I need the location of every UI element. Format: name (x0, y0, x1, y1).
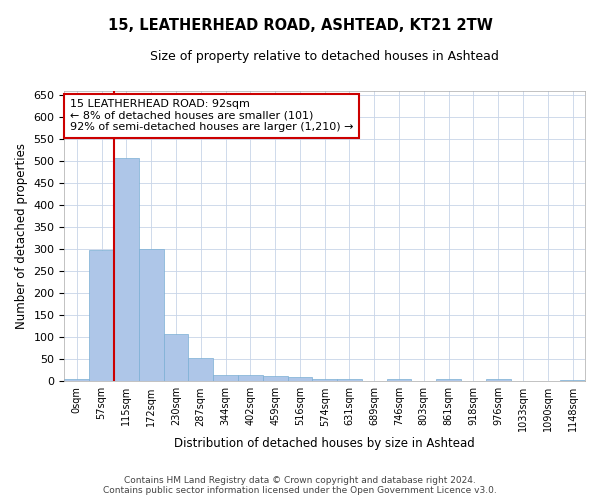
Bar (337, 379, 362, 382)
Text: 15, LEATHERHEAD ROAD, ASHTEAD, KT21 2TW: 15, LEATHERHEAD ROAD, ASHTEAD, KT21 2TW (107, 18, 493, 32)
Bar (213, 375, 238, 382)
Text: Contains HM Land Registry data © Crown copyright and database right 2024.
Contai: Contains HM Land Registry data © Crown c… (103, 476, 497, 495)
Bar (64, 379, 89, 382)
Bar (139, 248, 164, 382)
Bar (386, 379, 412, 382)
Bar (560, 380, 585, 382)
Text: 15 LEATHERHEAD ROAD: 92sqm
← 8% of detached houses are smaller (101)
92% of semi: 15 LEATHERHEAD ROAD: 92sqm ← 8% of detac… (70, 100, 353, 132)
Bar (238, 374, 263, 382)
Bar (486, 379, 511, 382)
Bar (188, 358, 213, 382)
Title: Size of property relative to detached houses in Ashtead: Size of property relative to detached ho… (150, 50, 499, 63)
Bar (313, 378, 337, 382)
Bar (263, 376, 287, 382)
Bar (89, 250, 114, 382)
Bar (287, 378, 313, 382)
Bar (114, 158, 139, 382)
Bar (436, 379, 461, 382)
Bar (164, 334, 188, 382)
X-axis label: Distribution of detached houses by size in Ashtead: Distribution of detached houses by size … (175, 437, 475, 450)
Y-axis label: Number of detached properties: Number of detached properties (15, 143, 28, 329)
